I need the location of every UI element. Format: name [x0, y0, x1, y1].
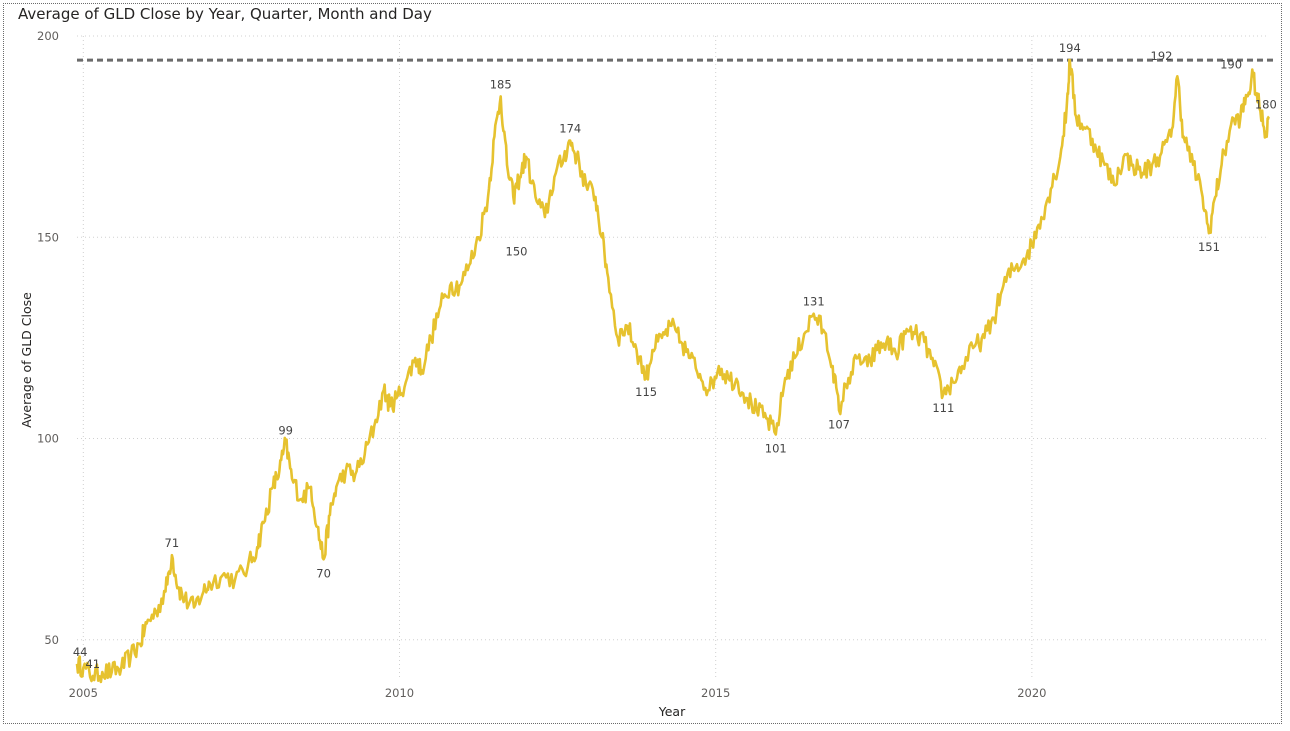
- x-tick-label: 2005: [69, 686, 98, 700]
- y-tick-label: 100: [37, 432, 59, 446]
- data-label: 99: [278, 424, 293, 438]
- data-label: 70: [316, 566, 331, 580]
- chart-title: Average of GLD Close by Year, Quarter, M…: [18, 5, 432, 23]
- data-label: 150: [506, 244, 528, 258]
- data-label: 71: [165, 536, 180, 550]
- data-label: 192: [1151, 49, 1173, 63]
- data-label: 111: [932, 401, 954, 415]
- y-tick-label: 200: [37, 29, 59, 43]
- data-label: 190: [1220, 57, 1242, 71]
- y-tick-label: 50: [44, 633, 59, 647]
- series-line: [75, 58, 1270, 684]
- y-axis-title: Average of GLD Close: [19, 292, 34, 428]
- x-tick-label: 2020: [1017, 686, 1046, 700]
- data-label: 41: [85, 657, 100, 671]
- visual-frame: [3, 3, 1282, 724]
- x-tick-label: 2015: [701, 686, 730, 700]
- data-label: 180: [1255, 98, 1277, 112]
- data-label: 194: [1059, 41, 1081, 55]
- data-label: 185: [490, 77, 512, 91]
- gridlines: [77, 35, 1269, 680]
- axis-ticks: 50 100 150 200 2005 2010 2015 2020: [37, 29, 1046, 700]
- data-label: 107: [828, 417, 850, 431]
- series-layer: [75, 58, 1270, 684]
- x-tick-label: 2010: [385, 686, 414, 700]
- y-tick-label: 150: [37, 230, 59, 244]
- x-axis-title: Year: [658, 704, 686, 719]
- data-label: 115: [635, 385, 657, 399]
- data-label: 101: [765, 441, 787, 455]
- data-label: 174: [559, 122, 581, 136]
- data-label: 131: [803, 295, 825, 309]
- data-label: 44: [73, 645, 88, 659]
- data-label: 151: [1198, 240, 1220, 254]
